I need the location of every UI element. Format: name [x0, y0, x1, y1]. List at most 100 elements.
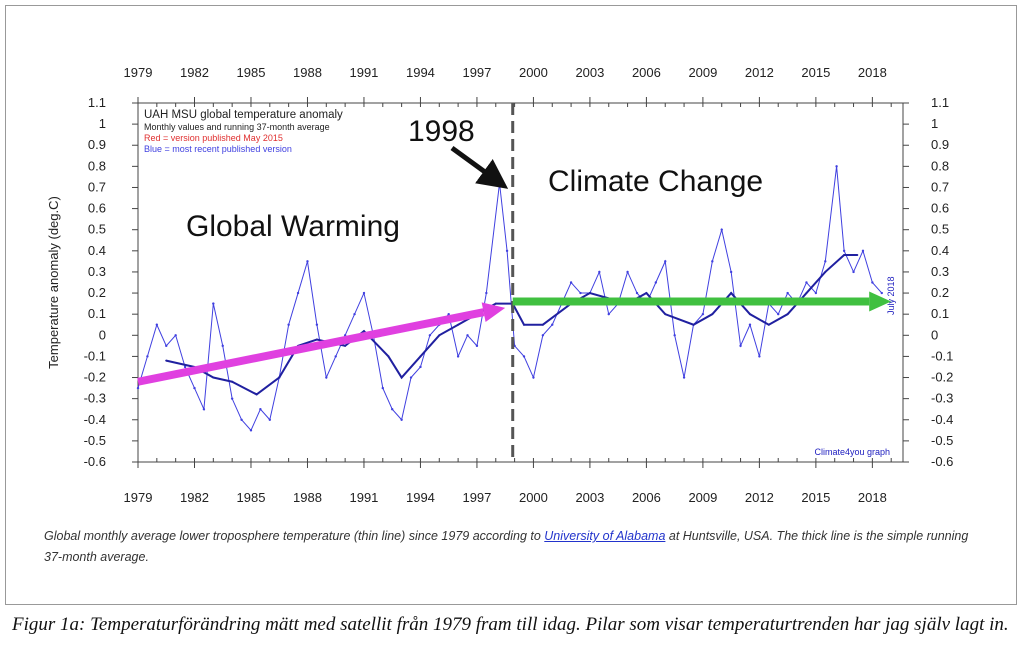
y-tick-label-right: 0.5	[931, 222, 949, 237]
x-tick-label-top: 1979	[124, 65, 153, 80]
average-point	[843, 254, 846, 257]
x-tick-label-top: 2012	[745, 65, 774, 80]
monthly-point	[165, 344, 168, 348]
monthly-point	[155, 323, 159, 326]
monthly-point	[814, 291, 818, 295]
y-tick-label-right: 0.9	[931, 137, 949, 152]
x-tick-label: 2003	[575, 490, 604, 505]
y-tick-label-right: 0.4	[931, 243, 949, 258]
university-link[interactable]: University of Alabama	[544, 529, 666, 543]
monthly-point	[485, 291, 488, 295]
y-tick-label: -0.5	[84, 433, 106, 448]
monthly-point	[682, 376, 686, 379]
legend-blue: Blue = most recent published version	[144, 144, 292, 154]
figure-caption: Figur 1a: Temperaturförändring mätt med …	[12, 614, 1009, 635]
date-label: July 2018	[886, 276, 896, 315]
average-point	[278, 376, 281, 379]
monthly-point	[183, 365, 187, 369]
x-tick-label-top: 2000	[519, 65, 548, 80]
monthly-point	[391, 408, 394, 411]
y-tick-label: 1.1	[88, 95, 106, 110]
legend-title: UAH MSU global temperature anomaly	[144, 109, 343, 121]
y-tick-label: 1	[99, 116, 106, 131]
monthly-point	[748, 323, 752, 326]
average-point	[362, 330, 365, 333]
average-point	[438, 334, 441, 337]
monthly-point	[456, 355, 460, 358]
x-tick-label: 2009	[688, 490, 717, 505]
x-tick-label-top: 2018	[858, 65, 887, 80]
monthly-point	[532, 376, 535, 379]
monthly-point	[673, 334, 676, 337]
x-tick-label-top: 2006	[632, 65, 661, 80]
monthly-point	[259, 408, 262, 411]
average-point	[711, 313, 714, 316]
monthly-point	[174, 334, 177, 337]
x-tick-label: 1997	[462, 490, 491, 505]
average-point	[165, 359, 168, 362]
monthly-point	[835, 165, 838, 168]
x-tick-label: 1979	[124, 490, 153, 505]
y-tick-label: 0.2	[88, 285, 106, 300]
y-tick-label: 0.8	[88, 158, 106, 173]
y-tick-label-right: 1	[931, 116, 938, 131]
monthly-point	[475, 344, 479, 348]
monthly-point	[598, 270, 601, 274]
y-tick-label: 0.3	[88, 264, 106, 279]
monthly-point	[353, 312, 356, 316]
monthly-point	[240, 418, 243, 421]
y-axis-label: Temperature anomaly (deg.C)	[46, 196, 61, 369]
monthly-point	[607, 312, 610, 316]
monthly-point	[635, 291, 639, 295]
monthly-point	[249, 429, 253, 432]
average-point	[645, 292, 648, 295]
y-tick-label: -0.1	[84, 348, 106, 363]
monthly-point	[193, 386, 196, 390]
monthly-point	[551, 323, 554, 326]
x-tick-label-top: 1997	[462, 65, 491, 80]
x-tick-label: 2006	[632, 490, 661, 505]
average-point	[315, 338, 318, 341]
y-tick-label: -0.2	[84, 370, 106, 385]
monthly-point	[221, 344, 224, 348]
monthly-point	[419, 365, 422, 369]
peak-label: 1998	[408, 115, 475, 148]
monthly-point	[541, 334, 545, 337]
monthly-point	[758, 355, 761, 358]
average-point	[730, 292, 733, 295]
monthly-point	[861, 249, 865, 253]
monthly-point	[579, 291, 582, 295]
monthly-point	[409, 376, 413, 379]
figure-frame	[5, 5, 1017, 605]
average-point	[824, 270, 827, 273]
monthly-point	[306, 260, 309, 263]
average-point	[692, 323, 695, 326]
warming-arrow-shaft	[137, 308, 485, 386]
y-tick-label-right: 1.1	[931, 95, 949, 110]
credit-label: Climate4you graph	[814, 447, 890, 457]
y-tick-label: 0.9	[88, 137, 106, 152]
monthly-point	[466, 334, 469, 337]
y-tick-label-right: -0.2	[931, 370, 953, 385]
legend-red: Red = version published May 2015	[144, 133, 283, 143]
x-tick-label-top: 1988	[293, 65, 322, 80]
monthly-point	[654, 281, 658, 284]
x-tick-label-top: 2009	[688, 65, 717, 80]
monthly-point	[880, 291, 883, 295]
average-point	[212, 376, 215, 379]
monthly-point	[569, 281, 573, 284]
change-arrow-head	[869, 291, 892, 312]
average-point	[387, 355, 390, 358]
average-point	[786, 313, 789, 316]
monthly-point	[381, 386, 384, 390]
average-point	[457, 323, 460, 326]
monthly-point	[146, 355, 149, 358]
monthly-point	[505, 249, 509, 253]
y-tick-label-right: -0.4	[931, 412, 953, 427]
caption-text-end: at Huntsville, USA. The thick line is th…	[44, 529, 969, 564]
monthly-point	[362, 291, 366, 295]
monthly-point	[230, 397, 234, 400]
y-tick-label: 0.5	[88, 222, 106, 237]
average-point	[541, 323, 544, 326]
